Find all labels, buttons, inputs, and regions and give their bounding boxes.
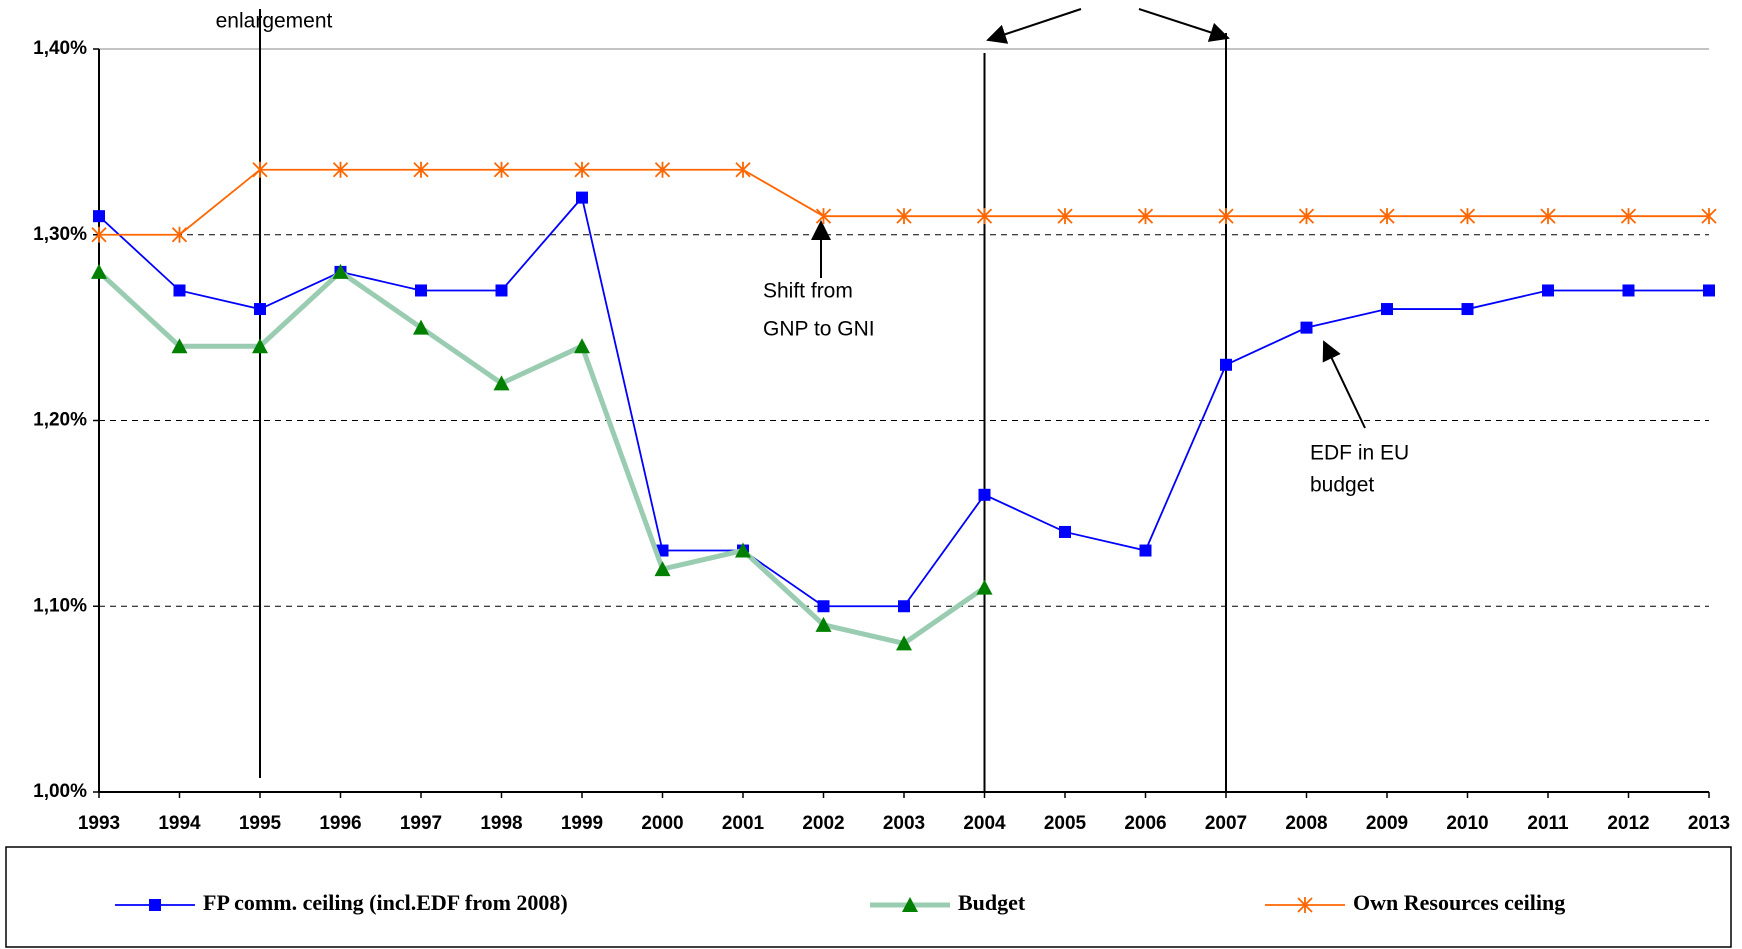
marker: [815, 208, 832, 225]
annotation: budget: [1310, 474, 1374, 497]
marker: [576, 191, 588, 204]
y-tick-label: 1,00%: [33, 781, 87, 802]
y-tick-label: 1,40%: [33, 38, 87, 59]
marker: [1057, 208, 1073, 225]
annotation: GNP to GNI: [763, 318, 875, 341]
marker: [735, 161, 751, 178]
marker: [413, 319, 429, 335]
marker: [978, 488, 991, 501]
marker: [415, 284, 427, 297]
marker: [654, 161, 671, 178]
marker: [896, 208, 912, 225]
x-tick-label: 2012: [1607, 813, 1649, 834]
x-tick-label: 1998: [480, 813, 522, 834]
marker: [1298, 208, 1315, 225]
y-tick-label: 1,30%: [33, 224, 87, 245]
marker: [171, 226, 188, 243]
series-line: [99, 168, 1709, 236]
marker: [1461, 303, 1474, 316]
x-tick-label: 2009: [1366, 813, 1408, 834]
x-tick-label: 2013: [1688, 813, 1730, 834]
marker: [252, 161, 268, 178]
x-tick-label: 2001: [722, 813, 765, 834]
marker: [252, 338, 268, 354]
x-tick-label: 1993: [78, 813, 120, 834]
legend-label: FP comm. ceiling (incl.EDF from 2008): [203, 890, 568, 915]
marker: [495, 284, 508, 297]
marker: [1139, 544, 1152, 557]
marker: [1703, 284, 1715, 297]
marker: [735, 542, 751, 558]
y-tick-label: 1,10%: [33, 595, 87, 616]
marker: [332, 263, 349, 279]
legend-label: Budget: [958, 890, 1026, 915]
arrow: [1138, 8, 1230, 42]
marker: [1059, 525, 1071, 538]
series-line: [98, 195, 1709, 608]
marker: [574, 338, 590, 354]
legend-label: Own Resources ceiling: [1353, 890, 1565, 915]
x-tick-label: 1995: [239, 813, 282, 834]
marker: [254, 303, 266, 316]
x-tick-label: 2008: [1285, 813, 1327, 834]
marker: [332, 161, 349, 178]
series-line: [97, 268, 986, 647]
legend-marker: [902, 897, 918, 912]
legend-marker: [149, 899, 161, 911]
x-tick-label: 2006: [1124, 813, 1166, 834]
marker: [1540, 208, 1556, 225]
marker: [1701, 208, 1717, 225]
marker: [91, 226, 107, 243]
marker: [1137, 208, 1154, 225]
y-tick-label: 1,20%: [33, 410, 87, 431]
marker: [1381, 303, 1393, 316]
marker: [1218, 208, 1234, 225]
annotation: EDF in EU: [1310, 442, 1409, 465]
x-tick-label: 2000: [641, 813, 683, 834]
marker: [574, 161, 590, 178]
marker: [817, 600, 830, 613]
x-tick-label: 2010: [1446, 813, 1488, 834]
arrow: [1322, 340, 1366, 429]
x-tick-label: 2007: [1205, 813, 1247, 834]
x-tick-label: 2002: [802, 813, 844, 834]
marker: [1459, 208, 1476, 225]
marker: [93, 210, 105, 223]
annotation: Shift from: [763, 280, 853, 303]
marker: [898, 600, 910, 613]
marker: [1620, 208, 1637, 225]
marker: [654, 561, 671, 577]
x-tick-label: 1997: [400, 813, 442, 834]
marker: [171, 338, 188, 354]
marker: [493, 161, 510, 178]
x-tick-label: 2004: [963, 813, 1006, 834]
arrow: [986, 8, 1082, 44]
marker: [493, 375, 510, 391]
legend-box: [5, 846, 1732, 948]
marker: [1542, 284, 1554, 297]
marker: [1300, 321, 1313, 334]
marker: [976, 579, 993, 595]
x-tick-label: 1994: [158, 813, 201, 834]
marker: [173, 284, 186, 297]
x-tick-label: 2011: [1527, 813, 1569, 834]
marker: [413, 161, 429, 178]
marker: [91, 263, 107, 279]
x-tick-label: 2005: [1044, 813, 1087, 834]
marker: [1622, 284, 1635, 297]
legend-marker: [1297, 897, 1313, 913]
marker: [815, 616, 832, 632]
marker: [896, 635, 912, 651]
marker: [976, 208, 993, 225]
marker: [1379, 208, 1395, 225]
marker: [1220, 358, 1232, 371]
annotation: enlargement: [216, 10, 333, 33]
x-tick-label: 1999: [561, 813, 603, 834]
x-tick-label: 2003: [883, 813, 925, 834]
x-tick-label: 1996: [319, 813, 361, 834]
